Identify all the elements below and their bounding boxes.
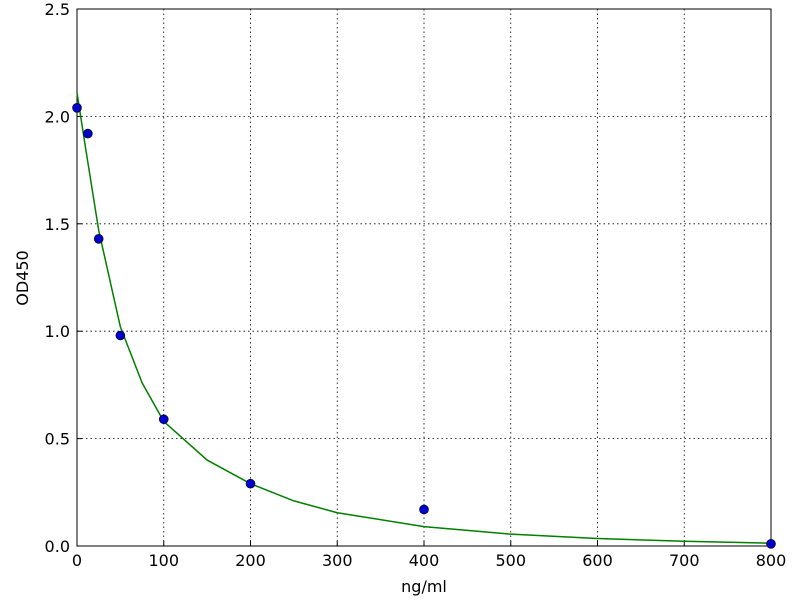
- x-tick-label: 700: [669, 551, 700, 570]
- data-point: [93, 234, 104, 244]
- data-point: [158, 414, 169, 425]
- data-point: [245, 478, 256, 489]
- data-point: [83, 128, 93, 139]
- y-tick-label: 0.5: [45, 430, 70, 449]
- x-tick-label: 600: [582, 551, 613, 570]
- data-point: [115, 330, 126, 341]
- data-point: [766, 539, 776, 549]
- data-point: [72, 103, 82, 113]
- x-tick-label: 200: [235, 551, 266, 570]
- y-tick-label: 2.5: [45, 0, 70, 19]
- x-tick-label: 100: [148, 551, 179, 570]
- x-tick-label: 800: [756, 551, 787, 570]
- y-axis-label: OD450: [13, 250, 32, 305]
- x-tick-label: 400: [409, 551, 440, 570]
- data-point: [419, 504, 429, 515]
- y-tick-label: 1.0: [45, 322, 70, 341]
- y-tick-label: 1.5: [45, 215, 70, 234]
- fit-curve: [76, 92, 772, 544]
- y-tick-label: 0.0: [45, 537, 70, 556]
- x-tick-label: 0: [72, 551, 82, 570]
- plot-frame: [76, 8, 772, 547]
- y-tick-label: 2.0: [45, 107, 70, 126]
- x-tick-label: 500: [495, 551, 526, 570]
- x-axis-label: ng/ml: [401, 577, 447, 596]
- x-tick-label: 300: [322, 551, 353, 570]
